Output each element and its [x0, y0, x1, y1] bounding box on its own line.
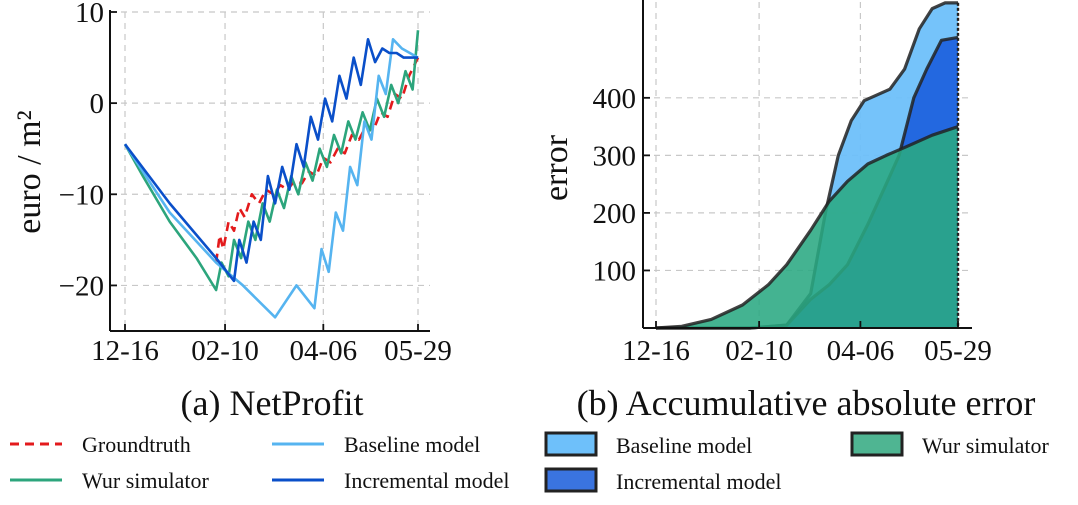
legend-label: Wur simulator — [82, 468, 209, 493]
y-tick-label: 300 — [593, 140, 637, 172]
y-tick-label: −10 — [59, 179, 104, 211]
legend-label: Incremental model — [616, 469, 782, 494]
x-tick-label: 12-16 — [622, 335, 690, 367]
error-caption: (b) Accumulative absolute error — [577, 383, 1036, 423]
y-tick-label: 100 — [593, 255, 637, 287]
legend-item: Incremental model — [272, 468, 510, 493]
netprofit-caption: (a) NetProfit — [181, 383, 364, 423]
legend-item: Incremental model — [544, 467, 782, 494]
legend: Groundtruth Wur simulator Baseline model In… — [10, 431, 1049, 494]
legend-swatch — [544, 431, 598, 457]
y-tick-label: −20 — [59, 270, 104, 302]
x-tick-label: 02-10 — [191, 335, 259, 367]
x-tick-label: 05-29 — [924, 335, 992, 367]
legend-label: Incremental model — [344, 468, 510, 493]
legend-label: Groundtruth — [82, 432, 191, 457]
series-line — [123, 37, 419, 319]
series-edge — [655, 125, 959, 330]
error-axes: 100 200 300 400 12-16 02-10 04-06 05-29 — [593, 0, 992, 367]
netprofit-axes: 10 0 −10 −20 12-16 02-10 04-06 05-29 — [59, 0, 452, 367]
legend-swatch — [850, 431, 904, 457]
y-tick-label: 200 — [593, 198, 637, 230]
x-tick-label: 04-06 — [289, 335, 357, 367]
y-tick-label: 10 — [75, 0, 104, 29]
x-tick-label: 12-16 — [91, 335, 159, 367]
series-area — [656, 126, 958, 328]
y-tick-label: 400 — [593, 83, 637, 115]
legend-item: Baseline model — [544, 431, 752, 458]
legend-label: Baseline model — [344, 432, 480, 457]
legend-swatch — [544, 467, 598, 493]
error-series — [655, 1, 960, 330]
netprofit-series — [123, 30, 420, 319]
error-y-axis-label: error — [538, 134, 575, 201]
legend-item: Baseline model — [272, 432, 480, 457]
series-line — [123, 37, 418, 283]
netprofit-y-axis-label: euro / m² — [11, 110, 48, 234]
legend-item: Wur simulator — [850, 431, 1049, 458]
error-chart: 100 200 300 400 12-16 02-10 04-06 05-29 error (… — [538, 0, 1035, 423]
legend-label: Wur simulator — [922, 433, 1049, 458]
series-line — [123, 30, 420, 292]
legend-item: Wur simulator — [10, 468, 209, 493]
y-tick-label: 0 — [90, 88, 105, 120]
x-tick-label: 02-10 — [725, 335, 793, 367]
legend-item: Groundtruth — [10, 432, 191, 457]
legend-label: Baseline model — [616, 433, 752, 458]
x-tick-label: 04-06 — [827, 335, 895, 367]
x-tick-label: 05-29 — [384, 335, 452, 367]
netprofit-grid — [110, 11, 430, 331]
